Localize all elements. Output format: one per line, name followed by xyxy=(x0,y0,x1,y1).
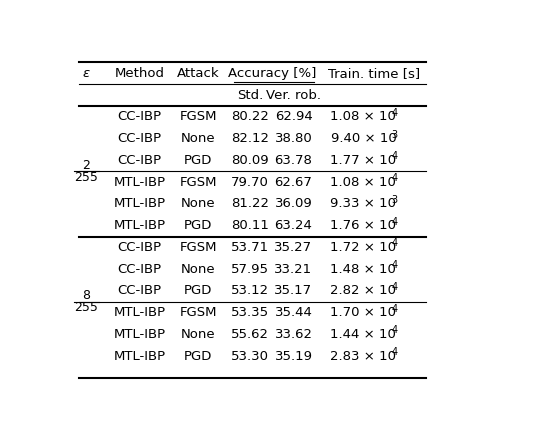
Text: 35.27: 35.27 xyxy=(274,241,312,254)
Text: 1.08 × 10: 1.08 × 10 xyxy=(330,176,396,189)
Text: PGD: PGD xyxy=(184,219,212,232)
Text: 4: 4 xyxy=(391,303,398,313)
Text: None: None xyxy=(181,132,216,145)
Text: 62.67: 62.67 xyxy=(274,176,312,189)
Text: 4: 4 xyxy=(391,260,398,270)
Text: CC-IBP: CC-IBP xyxy=(118,284,161,297)
Text: FGSM: FGSM xyxy=(179,306,217,319)
Text: 80.11: 80.11 xyxy=(231,219,269,232)
Text: 55.62: 55.62 xyxy=(231,328,269,341)
Text: PGD: PGD xyxy=(184,284,212,297)
Text: CC-IBP: CC-IBP xyxy=(118,241,161,254)
Text: 63.24: 63.24 xyxy=(274,219,312,232)
Text: 82.12: 82.12 xyxy=(231,132,269,145)
Text: 4: 4 xyxy=(391,151,398,161)
Text: 1.48 × 10: 1.48 × 10 xyxy=(330,262,396,276)
Text: 4: 4 xyxy=(391,217,398,227)
Text: 1.77 × 10: 1.77 × 10 xyxy=(330,154,396,167)
Text: 4: 4 xyxy=(391,347,398,357)
Text: CC-IBP: CC-IBP xyxy=(118,132,161,145)
Text: 3: 3 xyxy=(391,195,398,205)
Text: FGSM: FGSM xyxy=(179,241,217,254)
Text: 4: 4 xyxy=(391,282,398,292)
Text: MTL-IBP: MTL-IBP xyxy=(113,350,166,363)
Text: 36.09: 36.09 xyxy=(274,198,312,210)
Text: 80.09: 80.09 xyxy=(231,154,269,167)
Text: 4: 4 xyxy=(391,325,398,335)
Text: MTL-IBP: MTL-IBP xyxy=(113,306,166,319)
Text: 53.12: 53.12 xyxy=(231,284,269,297)
Text: MTL-IBP: MTL-IBP xyxy=(113,198,166,210)
Text: 35.44: 35.44 xyxy=(274,306,312,319)
Text: Train. time [s]: Train. time [s] xyxy=(328,67,420,80)
Text: $\epsilon$: $\epsilon$ xyxy=(82,67,91,80)
Text: 3: 3 xyxy=(391,129,398,140)
Text: 81.22: 81.22 xyxy=(231,198,269,210)
Text: Ver. rob.: Ver. rob. xyxy=(266,89,321,102)
Text: CC-IBP: CC-IBP xyxy=(118,110,161,123)
Text: 1.70 × 10: 1.70 × 10 xyxy=(330,306,396,319)
Text: 1.72 × 10: 1.72 × 10 xyxy=(330,241,396,254)
Text: 2.82 × 10: 2.82 × 10 xyxy=(330,284,396,297)
Text: PGD: PGD xyxy=(184,154,212,167)
Text: 38.80: 38.80 xyxy=(274,132,312,145)
Text: 2.83 × 10: 2.83 × 10 xyxy=(330,350,396,363)
Text: PGD: PGD xyxy=(184,350,212,363)
Text: 2: 2 xyxy=(82,159,90,172)
Text: 9.40 × 10: 9.40 × 10 xyxy=(330,132,396,145)
Text: Method: Method xyxy=(114,67,165,80)
Text: 33.62: 33.62 xyxy=(274,328,312,341)
Text: 4: 4 xyxy=(391,238,398,249)
Text: 1.76 × 10: 1.76 × 10 xyxy=(330,219,396,232)
Text: 8: 8 xyxy=(82,289,91,302)
Text: 33.21: 33.21 xyxy=(274,262,312,276)
Text: 53.35: 53.35 xyxy=(231,306,269,319)
Text: 35.17: 35.17 xyxy=(274,284,312,297)
Text: MTL-IBP: MTL-IBP xyxy=(113,176,166,189)
Text: 63.78: 63.78 xyxy=(274,154,312,167)
Text: 9.33 × 10: 9.33 × 10 xyxy=(330,198,396,210)
Text: 53.71: 53.71 xyxy=(231,241,269,254)
Text: MTL-IBP: MTL-IBP xyxy=(113,328,166,341)
Text: 255: 255 xyxy=(74,171,99,184)
Text: 35.19: 35.19 xyxy=(274,350,312,363)
Text: None: None xyxy=(181,262,216,276)
Text: Std.: Std. xyxy=(237,89,263,102)
Text: None: None xyxy=(181,328,216,341)
Text: 1.08 × 10: 1.08 × 10 xyxy=(330,110,396,123)
Text: 255: 255 xyxy=(74,301,99,314)
Text: MTL-IBP: MTL-IBP xyxy=(113,219,166,232)
Text: Accuracy [%]: Accuracy [%] xyxy=(227,67,316,80)
Text: 79.70: 79.70 xyxy=(231,176,269,189)
Text: CC-IBP: CC-IBP xyxy=(118,154,161,167)
Text: 1.44 × 10: 1.44 × 10 xyxy=(330,328,396,341)
Text: FGSM: FGSM xyxy=(179,110,217,123)
Text: 53.30: 53.30 xyxy=(231,350,269,363)
Text: None: None xyxy=(181,198,216,210)
Text: 4: 4 xyxy=(391,173,398,183)
Text: CC-IBP: CC-IBP xyxy=(118,262,161,276)
Text: 80.22: 80.22 xyxy=(231,110,269,123)
Text: FGSM: FGSM xyxy=(179,176,217,189)
Text: Attack: Attack xyxy=(177,67,220,80)
Text: 57.95: 57.95 xyxy=(231,262,269,276)
Text: 62.94: 62.94 xyxy=(274,110,312,123)
Text: 4: 4 xyxy=(391,108,398,118)
